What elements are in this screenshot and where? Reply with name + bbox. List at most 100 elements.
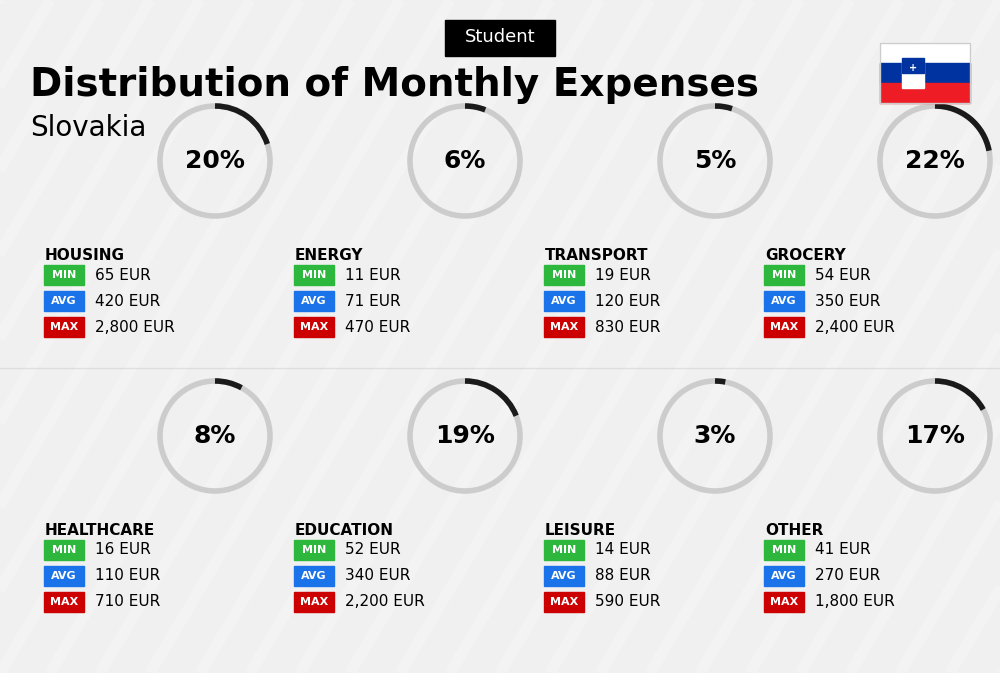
FancyBboxPatch shape bbox=[764, 291, 804, 311]
FancyBboxPatch shape bbox=[764, 265, 804, 285]
Text: 71 EUR: 71 EUR bbox=[345, 293, 401, 308]
FancyBboxPatch shape bbox=[44, 540, 84, 560]
FancyBboxPatch shape bbox=[445, 20, 555, 56]
Text: 41 EUR: 41 EUR bbox=[815, 542, 871, 557]
Bar bbox=[880, 63, 970, 83]
FancyBboxPatch shape bbox=[544, 566, 584, 586]
FancyBboxPatch shape bbox=[294, 317, 334, 337]
Text: HOUSING: HOUSING bbox=[45, 248, 125, 263]
Text: Distribution of Monthly Expenses: Distribution of Monthly Expenses bbox=[30, 66, 759, 104]
Text: Slovakia: Slovakia bbox=[30, 114, 146, 142]
Text: MAX: MAX bbox=[300, 322, 328, 332]
Text: MAX: MAX bbox=[770, 322, 798, 332]
Text: 420 EUR: 420 EUR bbox=[95, 293, 160, 308]
FancyBboxPatch shape bbox=[294, 592, 334, 612]
Text: MAX: MAX bbox=[300, 597, 328, 607]
Text: AVG: AVG bbox=[771, 571, 797, 581]
Text: ENERGY: ENERGY bbox=[295, 248, 364, 263]
Text: OTHER: OTHER bbox=[765, 523, 823, 538]
Text: 350 EUR: 350 EUR bbox=[815, 293, 880, 308]
Text: 2,200 EUR: 2,200 EUR bbox=[345, 594, 425, 610]
Text: AVG: AVG bbox=[51, 296, 77, 306]
FancyBboxPatch shape bbox=[44, 317, 84, 337]
Text: 8%: 8% bbox=[194, 424, 236, 448]
Text: MIN: MIN bbox=[772, 270, 796, 280]
FancyBboxPatch shape bbox=[294, 265, 334, 285]
FancyBboxPatch shape bbox=[294, 291, 334, 311]
Text: LEISURE: LEISURE bbox=[545, 523, 616, 538]
Text: 830 EUR: 830 EUR bbox=[595, 320, 660, 334]
Text: GROCERY: GROCERY bbox=[765, 248, 846, 263]
Text: 2,800 EUR: 2,800 EUR bbox=[95, 320, 175, 334]
Text: 710 EUR: 710 EUR bbox=[95, 594, 160, 610]
Text: 340 EUR: 340 EUR bbox=[345, 569, 410, 583]
Text: 5%: 5% bbox=[694, 149, 736, 173]
Text: 19%: 19% bbox=[435, 424, 495, 448]
Text: MIN: MIN bbox=[552, 545, 576, 555]
Text: 20%: 20% bbox=[185, 149, 245, 173]
Text: AVG: AVG bbox=[551, 296, 577, 306]
FancyBboxPatch shape bbox=[44, 592, 84, 612]
Text: MIN: MIN bbox=[52, 545, 76, 555]
Text: MIN: MIN bbox=[772, 545, 796, 555]
Text: MAX: MAX bbox=[550, 597, 578, 607]
FancyBboxPatch shape bbox=[44, 291, 84, 311]
Text: 65 EUR: 65 EUR bbox=[95, 267, 151, 283]
Text: 470 EUR: 470 EUR bbox=[345, 320, 410, 334]
Bar bbox=[880, 43, 970, 103]
Text: 3%: 3% bbox=[694, 424, 736, 448]
Text: +: + bbox=[909, 63, 917, 73]
FancyBboxPatch shape bbox=[764, 317, 804, 337]
FancyBboxPatch shape bbox=[44, 566, 84, 586]
Text: 590 EUR: 590 EUR bbox=[595, 594, 660, 610]
FancyBboxPatch shape bbox=[544, 592, 584, 612]
Text: 54 EUR: 54 EUR bbox=[815, 267, 871, 283]
Text: 88 EUR: 88 EUR bbox=[595, 569, 651, 583]
Text: MIN: MIN bbox=[552, 270, 576, 280]
FancyBboxPatch shape bbox=[544, 317, 584, 337]
FancyBboxPatch shape bbox=[544, 540, 584, 560]
FancyBboxPatch shape bbox=[294, 540, 334, 560]
Text: 22%: 22% bbox=[905, 149, 965, 173]
Bar bbox=[902, 58, 924, 88]
FancyBboxPatch shape bbox=[764, 592, 804, 612]
FancyBboxPatch shape bbox=[544, 265, 584, 285]
Text: Student: Student bbox=[465, 28, 535, 46]
Text: EDUCATION: EDUCATION bbox=[295, 523, 394, 538]
FancyBboxPatch shape bbox=[44, 265, 84, 285]
FancyBboxPatch shape bbox=[294, 566, 334, 586]
Text: AVG: AVG bbox=[51, 571, 77, 581]
Text: MIN: MIN bbox=[52, 270, 76, 280]
Text: 2,400 EUR: 2,400 EUR bbox=[815, 320, 895, 334]
FancyBboxPatch shape bbox=[764, 566, 804, 586]
Text: 6%: 6% bbox=[444, 149, 486, 173]
Text: MAX: MAX bbox=[550, 322, 578, 332]
Text: 19 EUR: 19 EUR bbox=[595, 267, 651, 283]
Text: 16 EUR: 16 EUR bbox=[95, 542, 151, 557]
Text: AVG: AVG bbox=[301, 571, 327, 581]
Text: MIN: MIN bbox=[302, 270, 326, 280]
Text: TRANSPORT: TRANSPORT bbox=[545, 248, 648, 263]
Text: MAX: MAX bbox=[50, 597, 78, 607]
Text: 11 EUR: 11 EUR bbox=[345, 267, 401, 283]
Text: 52 EUR: 52 EUR bbox=[345, 542, 401, 557]
Text: MIN: MIN bbox=[302, 545, 326, 555]
FancyBboxPatch shape bbox=[544, 291, 584, 311]
Text: 120 EUR: 120 EUR bbox=[595, 293, 660, 308]
Bar bbox=[902, 58, 924, 73]
Text: 110 EUR: 110 EUR bbox=[95, 569, 160, 583]
Text: MAX: MAX bbox=[50, 322, 78, 332]
Bar bbox=[880, 83, 970, 103]
Text: AVG: AVG bbox=[771, 296, 797, 306]
Bar bbox=[880, 43, 970, 103]
FancyBboxPatch shape bbox=[764, 540, 804, 560]
Text: MAX: MAX bbox=[770, 597, 798, 607]
Text: AVG: AVG bbox=[301, 296, 327, 306]
Bar bbox=[880, 43, 970, 63]
Text: 14 EUR: 14 EUR bbox=[595, 542, 651, 557]
Text: 17%: 17% bbox=[905, 424, 965, 448]
Text: 270 EUR: 270 EUR bbox=[815, 569, 880, 583]
Text: AVG: AVG bbox=[551, 571, 577, 581]
Text: HEALTHCARE: HEALTHCARE bbox=[45, 523, 155, 538]
Text: 1,800 EUR: 1,800 EUR bbox=[815, 594, 895, 610]
